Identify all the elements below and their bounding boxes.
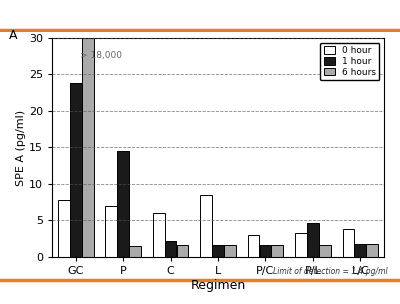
Text: www.medscape.com: www.medscape.com — [136, 6, 264, 19]
Bar — [366, 244, 378, 257]
Bar — [105, 206, 117, 257]
Bar — [260, 245, 271, 257]
Text: > 18,000: > 18,000 — [80, 51, 122, 60]
Text: A: A — [9, 29, 17, 42]
Bar — [319, 245, 331, 257]
Bar — [153, 213, 165, 257]
Bar — [129, 246, 141, 257]
Y-axis label: SPE A (pg/ml): SPE A (pg/ml) — [16, 109, 26, 185]
Bar — [271, 245, 283, 257]
Legend: 0 hour, 1 hour, 6 hours: 0 hour, 1 hour, 6 hours — [320, 43, 380, 80]
X-axis label: Regimen: Regimen — [190, 279, 246, 292]
Bar — [70, 83, 82, 257]
Bar — [248, 235, 260, 257]
Bar — [295, 233, 307, 257]
Bar — [82, 38, 94, 257]
Bar — [224, 245, 236, 257]
Bar — [165, 241, 176, 257]
Text: Limit of detection = 1.4 pg/ml: Limit of detection = 1.4 pg/ml — [273, 267, 388, 276]
Bar — [342, 229, 354, 257]
Bar — [58, 200, 70, 257]
Text: Medscape®: Medscape® — [12, 6, 94, 19]
Bar — [354, 244, 366, 257]
Bar — [307, 223, 319, 257]
Bar — [212, 245, 224, 257]
Text: Source: Pharmacotherapy © 2003 Pharmacotherapy Publications: Source: Pharmacotherapy © 2003 Pharmacot… — [52, 290, 348, 299]
Bar — [200, 195, 212, 257]
Bar — [117, 151, 129, 257]
Bar — [176, 245, 188, 257]
